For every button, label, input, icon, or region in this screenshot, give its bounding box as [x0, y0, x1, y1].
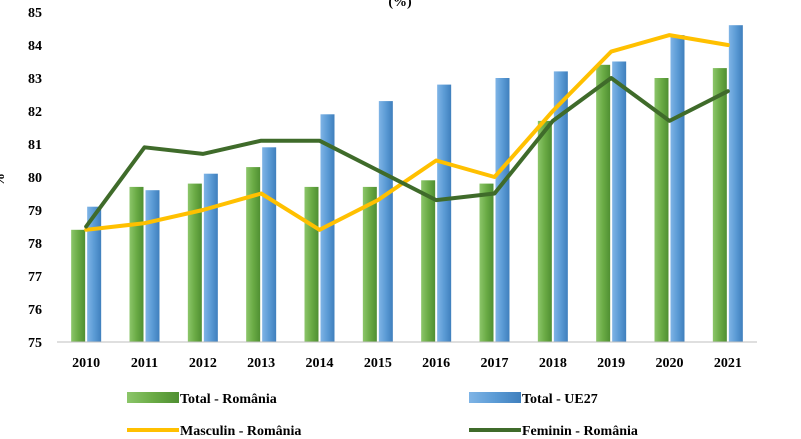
y-tick-label: 79 [28, 204, 42, 219]
bar-total-ue27-2012 [203, 173, 218, 342]
x-tick-label: 2021 [714, 356, 742, 371]
bar-total-romania-2015 [362, 186, 377, 342]
x-tick-label: 2019 [597, 356, 625, 371]
bar-total-ue27-2016 [437, 84, 452, 342]
bar-total-ue27-2011 [145, 190, 160, 342]
bar-total-romania-2021 [712, 68, 727, 342]
y-tick-label: 85 [28, 6, 42, 21]
chart-title: (%) [388, 0, 412, 10]
legend-item-total-ue27: Total - UE27 [469, 392, 598, 407]
y-tick-label: 84 [28, 39, 42, 54]
x-axis-ticks: 2010 2011 2012 2013 2014 2015 2016 2017 2018 2019… [72, 356, 742, 371]
bar-total-romania-2017 [479, 183, 494, 342]
bar-total-romania-2014 [304, 186, 319, 342]
bar-total-ue27-2014 [320, 114, 335, 342]
x-tick-label: 2010 [72, 356, 100, 371]
legend-label: Masculin - România [180, 424, 301, 439]
bar-total-ue27-2010 [87, 206, 102, 342]
bar-total-ue27-2015 [378, 101, 393, 342]
x-tick-label: 2020 [656, 356, 684, 371]
y-axis-label: % [0, 173, 8, 187]
line-masculin-romania [84, 33, 730, 232]
x-tick-label: 2015 [364, 356, 392, 371]
legend-label: Feminin - România [522, 424, 638, 439]
bar-total-romania-2016 [421, 180, 436, 342]
bar-total-romania-2011 [129, 186, 144, 342]
y-tick-label: 83 [28, 72, 42, 87]
x-tick-label: 2013 [247, 356, 275, 371]
bar-total-romania-2010 [71, 229, 86, 342]
legend-item-total-romania: Total - România [127, 392, 277, 407]
legend-swatch [127, 392, 179, 403]
bar-total-ue27-2018 [553, 71, 568, 343]
x-tick-label: 2012 [189, 356, 217, 371]
line-feminin-romania [84, 76, 730, 229]
y-tick-label: 82 [28, 105, 42, 120]
x-tick-label: 2017 [481, 356, 509, 371]
y-tick-label: 76 [28, 303, 42, 318]
y-tick-label: 78 [28, 237, 42, 252]
legend: Total - România Total - UE27 Masculin - Ro… [127, 392, 638, 439]
x-tick-label: 2014 [306, 356, 334, 371]
bar-total-romania-2013 [246, 167, 261, 342]
lines [84, 33, 730, 232]
y-tick-label: 80 [28, 171, 42, 186]
x-tick-label: 2018 [539, 356, 567, 371]
y-tick-label: 77 [28, 270, 42, 285]
y-tick-label: 81 [28, 138, 42, 153]
bar-total-romania-2019 [596, 64, 611, 343]
legend-swatch [469, 392, 521, 403]
bar-total-ue27-2017 [495, 78, 510, 342]
legend-item-masculin-romania: Masculin - România [127, 424, 301, 439]
bar-total-romania-2018 [537, 120, 552, 343]
bar-total-ue27-2013 [262, 147, 277, 342]
bar-total-ue27-2019 [612, 61, 627, 342]
legend-item-feminin-romania: Feminin - România [469, 424, 638, 439]
bar-total-romania-2020 [654, 78, 669, 342]
bars [71, 25, 743, 343]
y-axis-ticks: 75 76 77 78 79 80 81 82 83 84 85 [28, 6, 42, 351]
legend-label: Total - UE27 [522, 392, 598, 407]
bar-total-romania-2012 [187, 183, 202, 342]
bar-total-ue27-2020 [670, 35, 685, 342]
x-tick-label: 2011 [131, 356, 158, 371]
x-tick-label: 2016 [422, 356, 450, 371]
y-tick-label: 75 [28, 336, 42, 351]
bar-total-ue27-2021 [728, 25, 743, 342]
legend-label: Total - România [180, 392, 277, 407]
